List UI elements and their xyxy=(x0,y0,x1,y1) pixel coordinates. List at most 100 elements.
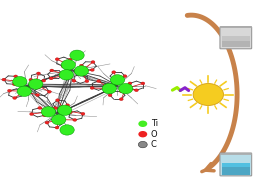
Circle shape xyxy=(30,79,32,81)
Circle shape xyxy=(141,82,145,85)
Circle shape xyxy=(120,98,123,100)
FancyBboxPatch shape xyxy=(220,153,252,176)
Text: C: C xyxy=(151,140,156,149)
Circle shape xyxy=(39,107,41,109)
Circle shape xyxy=(112,79,115,81)
Circle shape xyxy=(36,72,41,75)
Circle shape xyxy=(37,86,40,88)
Circle shape xyxy=(12,83,16,86)
Circle shape xyxy=(119,90,123,93)
Circle shape xyxy=(61,65,65,68)
Circle shape xyxy=(57,105,72,115)
Circle shape xyxy=(30,113,33,115)
FancyBboxPatch shape xyxy=(220,27,252,49)
Circle shape xyxy=(97,80,100,82)
Circle shape xyxy=(134,89,138,92)
Circle shape xyxy=(81,112,85,115)
Circle shape xyxy=(104,87,106,89)
Circle shape xyxy=(68,111,72,114)
Circle shape xyxy=(66,104,69,106)
Circle shape xyxy=(82,113,84,115)
Circle shape xyxy=(43,114,46,116)
Circle shape xyxy=(61,60,75,70)
Circle shape xyxy=(8,90,11,92)
Circle shape xyxy=(14,75,17,77)
Circle shape xyxy=(193,84,223,105)
Circle shape xyxy=(41,107,56,117)
Circle shape xyxy=(58,119,60,121)
Circle shape xyxy=(70,50,84,60)
Circle shape xyxy=(92,61,94,63)
Text: Ti: Ti xyxy=(151,119,158,128)
Circle shape xyxy=(45,121,49,124)
Circle shape xyxy=(42,79,46,82)
Circle shape xyxy=(7,89,12,92)
Circle shape xyxy=(56,58,58,60)
Text: O: O xyxy=(151,130,157,139)
Circle shape xyxy=(90,87,94,89)
Circle shape xyxy=(79,73,83,76)
Circle shape xyxy=(119,98,123,101)
Circle shape xyxy=(91,61,95,64)
FancyBboxPatch shape xyxy=(222,163,250,167)
Circle shape xyxy=(21,91,24,92)
Circle shape xyxy=(80,73,82,75)
Circle shape xyxy=(103,87,107,89)
Circle shape xyxy=(49,77,53,80)
Circle shape xyxy=(13,83,16,85)
FancyBboxPatch shape xyxy=(222,36,250,41)
Circle shape xyxy=(37,86,41,89)
Circle shape xyxy=(54,107,57,109)
Circle shape xyxy=(36,94,40,96)
Circle shape xyxy=(109,94,111,96)
Circle shape xyxy=(36,94,39,96)
Circle shape xyxy=(53,107,58,109)
Circle shape xyxy=(68,58,72,61)
Circle shape xyxy=(13,97,17,99)
Circle shape xyxy=(69,112,72,113)
FancyBboxPatch shape xyxy=(222,36,250,47)
Circle shape xyxy=(56,127,58,129)
Circle shape xyxy=(47,90,51,93)
Circle shape xyxy=(69,59,72,60)
Circle shape xyxy=(56,99,59,102)
Circle shape xyxy=(42,80,45,82)
Circle shape xyxy=(138,131,147,137)
Circle shape xyxy=(46,122,48,124)
Circle shape xyxy=(86,80,88,82)
Circle shape xyxy=(74,66,89,76)
Circle shape xyxy=(135,89,138,91)
Circle shape xyxy=(112,79,116,81)
Circle shape xyxy=(102,83,117,94)
Circle shape xyxy=(14,75,18,78)
Circle shape xyxy=(138,141,147,148)
Circle shape xyxy=(61,74,64,76)
Circle shape xyxy=(13,97,16,99)
Circle shape xyxy=(20,90,24,93)
Circle shape xyxy=(37,72,40,74)
Circle shape xyxy=(50,77,52,79)
Circle shape xyxy=(129,82,131,84)
Circle shape xyxy=(38,106,42,109)
Circle shape xyxy=(30,113,34,115)
Circle shape xyxy=(108,94,112,97)
Circle shape xyxy=(73,119,77,121)
Circle shape xyxy=(120,90,123,92)
Circle shape xyxy=(3,79,5,81)
Circle shape xyxy=(128,82,132,85)
Circle shape xyxy=(13,77,27,87)
Circle shape xyxy=(80,65,83,67)
Circle shape xyxy=(74,119,76,121)
Circle shape xyxy=(42,114,46,117)
Circle shape xyxy=(79,64,83,67)
Circle shape xyxy=(118,83,133,94)
Circle shape xyxy=(62,65,64,67)
FancyBboxPatch shape xyxy=(222,163,250,175)
Circle shape xyxy=(48,91,51,93)
Circle shape xyxy=(57,118,61,121)
Circle shape xyxy=(55,58,59,61)
Circle shape xyxy=(112,71,115,73)
Circle shape xyxy=(91,87,94,89)
Circle shape xyxy=(29,79,43,89)
Circle shape xyxy=(66,104,70,107)
